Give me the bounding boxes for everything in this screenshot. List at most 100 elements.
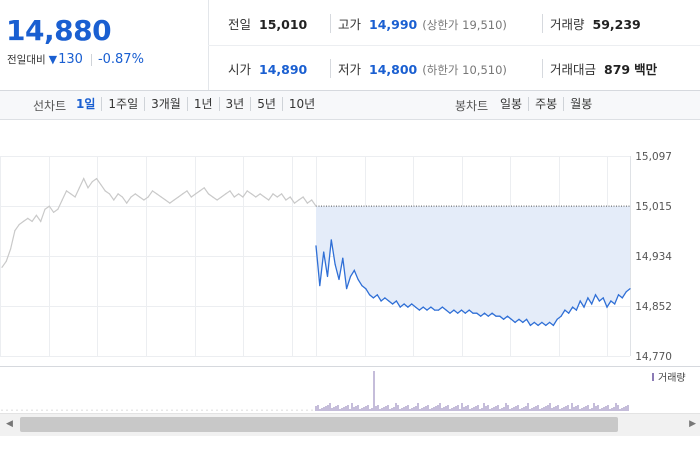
- prev-day-point: [255, 196, 257, 198]
- today-point: [591, 303, 593, 305]
- period-selector-bar: 선차트 1일 1주일 3개월 1년 3년 5년 10년 봉차트 일봉 주봉 월봉: [0, 91, 700, 120]
- quote-details: 전일 15,010 고가 14,990 (상한가 19,510) 거래량 59,239 …: [208, 0, 700, 90]
- today-point: [472, 312, 474, 314]
- prev-day-point: [117, 193, 119, 195]
- prev-day-point: [5, 260, 7, 262]
- prev-day-point: [233, 196, 235, 198]
- tab-5-years[interactable]: 5년: [250, 97, 282, 111]
- today-point: [369, 294, 371, 296]
- today-point: [388, 300, 390, 302]
- prev-day-point: [113, 199, 115, 201]
- prev-day-point: [281, 193, 283, 195]
- tab-1-year[interactable]: 1년: [186, 97, 219, 111]
- prev-day-point: [276, 196, 278, 198]
- amount-label: 거래대금: [550, 62, 597, 77]
- today-point: [575, 309, 578, 311]
- today-point: [545, 324, 547, 326]
- y-tick-label: 15,097: [635, 151, 672, 163]
- today-point: [560, 315, 562, 317]
- today-point: [365, 288, 367, 290]
- prev-day-point: [87, 187, 89, 189]
- today-point: [564, 309, 566, 311]
- prev-day-point: [1, 266, 3, 268]
- prev-day-point: [298, 199, 300, 201]
- today-point: [323, 251, 325, 253]
- prev-day-point: [160, 196, 162, 198]
- tab-3-years[interactable]: 3년: [218, 97, 251, 111]
- today-point: [457, 312, 459, 314]
- tab-1-week[interactable]: 1주일: [101, 97, 144, 111]
- today-point: [372, 297, 374, 299]
- volume-value: 59,239: [592, 17, 641, 32]
- prev-day-point: [177, 196, 179, 198]
- prev-day-point: [311, 199, 313, 201]
- prev-close: 전일 15,010: [228, 14, 307, 33]
- prev-day-point: [263, 196, 265, 198]
- open-value: 14,890: [259, 62, 308, 77]
- prev-day-point: [207, 193, 210, 195]
- prev-day-point: [315, 205, 317, 207]
- chevron-left-icon[interactable]: ◀: [6, 419, 13, 429]
- prev-day-point: [147, 196, 149, 198]
- prev-day-point: [293, 202, 296, 204]
- scrollbar-thumb[interactable]: [20, 417, 618, 432]
- today-point: [460, 309, 463, 311]
- today-point: [617, 294, 620, 296]
- volume-legend-label: 거래량: [658, 372, 686, 384]
- change-percent: -0.87%: [97, 52, 144, 67]
- open-price: 시가 14,890: [228, 59, 307, 78]
- prev-day-point: [212, 196, 214, 198]
- today-point: [506, 315, 509, 317]
- today-point: [495, 315, 497, 317]
- tab-3-months[interactable]: 3개월: [144, 97, 187, 111]
- today-point: [598, 300, 601, 302]
- today-point: [522, 321, 524, 323]
- low-label: 저가: [338, 62, 362, 77]
- today-point: [602, 297, 604, 299]
- prev-day-point: [186, 190, 188, 192]
- chart-scrollbar[interactable]: ◀ ▶: [0, 413, 700, 436]
- tab-weekly-candle[interactable]: 주봉: [528, 97, 563, 111]
- today-point: [422, 306, 424, 308]
- prev-day-point: [195, 193, 197, 195]
- today-point: [453, 309, 455, 311]
- tab-monthly-candle[interactable]: 월봉: [563, 97, 598, 111]
- today-area-fill: [316, 206, 630, 326]
- volume-label: 거래량: [550, 17, 585, 32]
- today-point: [476, 312, 478, 314]
- candle-chart-label: 봉차트: [455, 99, 489, 113]
- prev-day-point: [151, 190, 154, 192]
- today-point: [403, 303, 405, 305]
- today-point: [572, 306, 574, 308]
- tab-daily-candle[interactable]: 일봉: [500, 97, 523, 111]
- y-tick-label: 14,934: [635, 251, 672, 263]
- prev-day-point: [65, 190, 68, 192]
- previous-day-line: [1, 177, 317, 268]
- today-point: [342, 257, 344, 259]
- prev-day-point: [48, 205, 50, 207]
- prev-day-point: [203, 187, 205, 189]
- candle-period-tabs: 일봉 주봉 월봉: [494, 97, 598, 111]
- today-point: [384, 297, 386, 299]
- tab-10-years[interactable]: 10년: [281, 97, 321, 111]
- today-point: [552, 324, 555, 326]
- prev-day-point: [18, 223, 20, 226]
- low-price: 저가 14,800 (하한가 10,510): [330, 59, 507, 78]
- prev-day-point: [272, 193, 274, 195]
- prev-day-point: [246, 190, 248, 192]
- current-price: 14,880: [6, 14, 112, 47]
- line-chart-label: 선차트: [33, 99, 67, 113]
- high-price: 고가 14,990 (상한가 19,510): [330, 14, 507, 33]
- change-value: 130: [58, 52, 83, 67]
- today-point: [583, 306, 585, 308]
- chevron-right-icon[interactable]: ▶: [689, 419, 696, 429]
- volume: 거래량 59,239: [542, 14, 641, 33]
- today-point: [541, 321, 543, 323]
- today-point: [380, 300, 382, 302]
- prev-day-point: [35, 214, 38, 216]
- prev-day-point: [126, 202, 128, 204]
- tab-1-day[interactable]: 1일: [76, 97, 96, 111]
- high-value: 14,990: [369, 17, 418, 32]
- today-point: [415, 306, 417, 308]
- prev-day-point: [91, 181, 93, 183]
